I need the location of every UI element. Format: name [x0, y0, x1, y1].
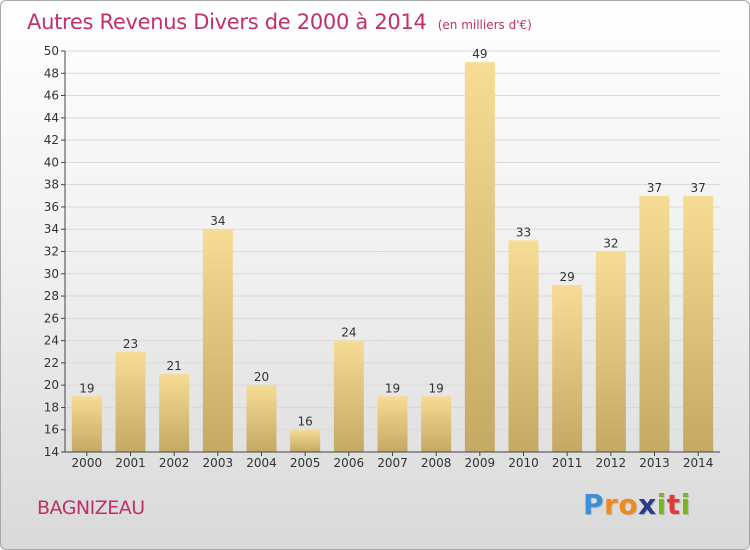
brand-letter: t [666, 488, 681, 521]
y-tick-label: 28 [44, 289, 59, 303]
chart-title: Autres Revenus Divers de 2000 à 2014 [27, 10, 427, 34]
x-tick-label: 2010 [508, 456, 539, 470]
brand-letter: P [583, 488, 605, 521]
y-tick-label: 44 [44, 111, 59, 125]
bar [377, 396, 408, 452]
bar [683, 195, 714, 453]
data-label: 21 [167, 359, 182, 373]
bar [115, 351, 146, 452]
bar [595, 251, 626, 452]
y-tick-label: 42 [44, 133, 59, 147]
x-tick-label: 2004 [246, 456, 277, 470]
y-tick-label: 46 [44, 89, 59, 103]
y-tick-label: 48 [44, 66, 59, 80]
y-tick-label: 50 [44, 44, 59, 58]
data-labels: 19 23 21 34 20 16 24 19 19 49 33 29 32 37 37 [79, 47, 706, 429]
bar [508, 240, 539, 452]
y-tick-label: 32 [44, 245, 59, 259]
data-label: 24 [341, 326, 356, 340]
data-label: 23 [123, 337, 138, 351]
data-label: 19 [385, 381, 400, 395]
x-tick-label: 2011 [552, 456, 583, 470]
bar [639, 195, 670, 453]
bar [246, 385, 277, 452]
y-tick-label: 14 [44, 445, 59, 459]
x-tick-label: 2001 [115, 456, 146, 470]
data-label: 49 [472, 47, 487, 61]
x-tick-label: 2012 [596, 456, 627, 470]
y-tick-label: 26 [44, 311, 59, 325]
data-label: 37 [647, 181, 662, 195]
bar [71, 396, 102, 452]
y-tick-label: 40 [44, 155, 59, 169]
data-label: 19 [429, 381, 444, 395]
brand-letter: r [604, 488, 619, 521]
bar [464, 62, 495, 453]
x-tick-label: 2006 [334, 456, 365, 470]
brand-letter: o [618, 488, 639, 521]
data-label: 33 [516, 225, 531, 239]
x-tick-label: 2009 [465, 456, 496, 470]
brand-letter: i [656, 488, 667, 521]
commune-name: BAGNIZEAU [37, 497, 145, 519]
x-tick-label: 2014 [683, 456, 714, 470]
bar [333, 340, 364, 452]
y-tick-label: 36 [44, 200, 59, 214]
data-label: 32 [603, 237, 618, 251]
x-tick-label: 2002 [159, 456, 190, 470]
y-tick-label: 24 [44, 334, 59, 348]
y-tick-label: 22 [44, 356, 59, 370]
data-label: 20 [254, 370, 269, 384]
data-label: 29 [560, 270, 575, 284]
bar [552, 284, 583, 452]
data-label: 37 [691, 181, 706, 195]
y-tick-label: 16 [44, 423, 59, 437]
x-tick-label: 2005 [290, 456, 321, 470]
chart-subtitle: (en milliers d'€) [437, 18, 532, 32]
x-tick-label: 2013 [639, 456, 670, 470]
brand-letter: i [680, 488, 691, 521]
x-tick-label: 2007 [377, 456, 408, 470]
y-tick-label: 38 [44, 178, 59, 192]
chart-header: Autres Revenus Divers de 2000 à 2014 (en… [27, 10, 532, 34]
x-tick-label: 2003 [203, 456, 234, 470]
x-tick-label: 2008 [421, 456, 452, 470]
y-tick-label: 20 [44, 378, 59, 392]
bar [421, 396, 452, 452]
data-label: 16 [298, 415, 313, 429]
bar [290, 429, 321, 452]
axes: 14 16 18 20 22 24 26 28 30 32 34 36 38 40 42 44 46 48 50 20… [44, 44, 720, 470]
x-tick-label: 2000 [72, 456, 103, 470]
data-label: 34 [210, 214, 225, 228]
brand-letter: x [638, 488, 657, 521]
bar [159, 374, 190, 452]
y-tick-label: 30 [44, 267, 59, 281]
y-tick-label: 34 [44, 222, 59, 236]
bar [202, 229, 233, 452]
y-tick-label: 18 [44, 400, 59, 414]
data-label: 19 [79, 381, 94, 395]
brand-logo: Proxiti [583, 488, 691, 521]
bars [71, 62, 714, 453]
